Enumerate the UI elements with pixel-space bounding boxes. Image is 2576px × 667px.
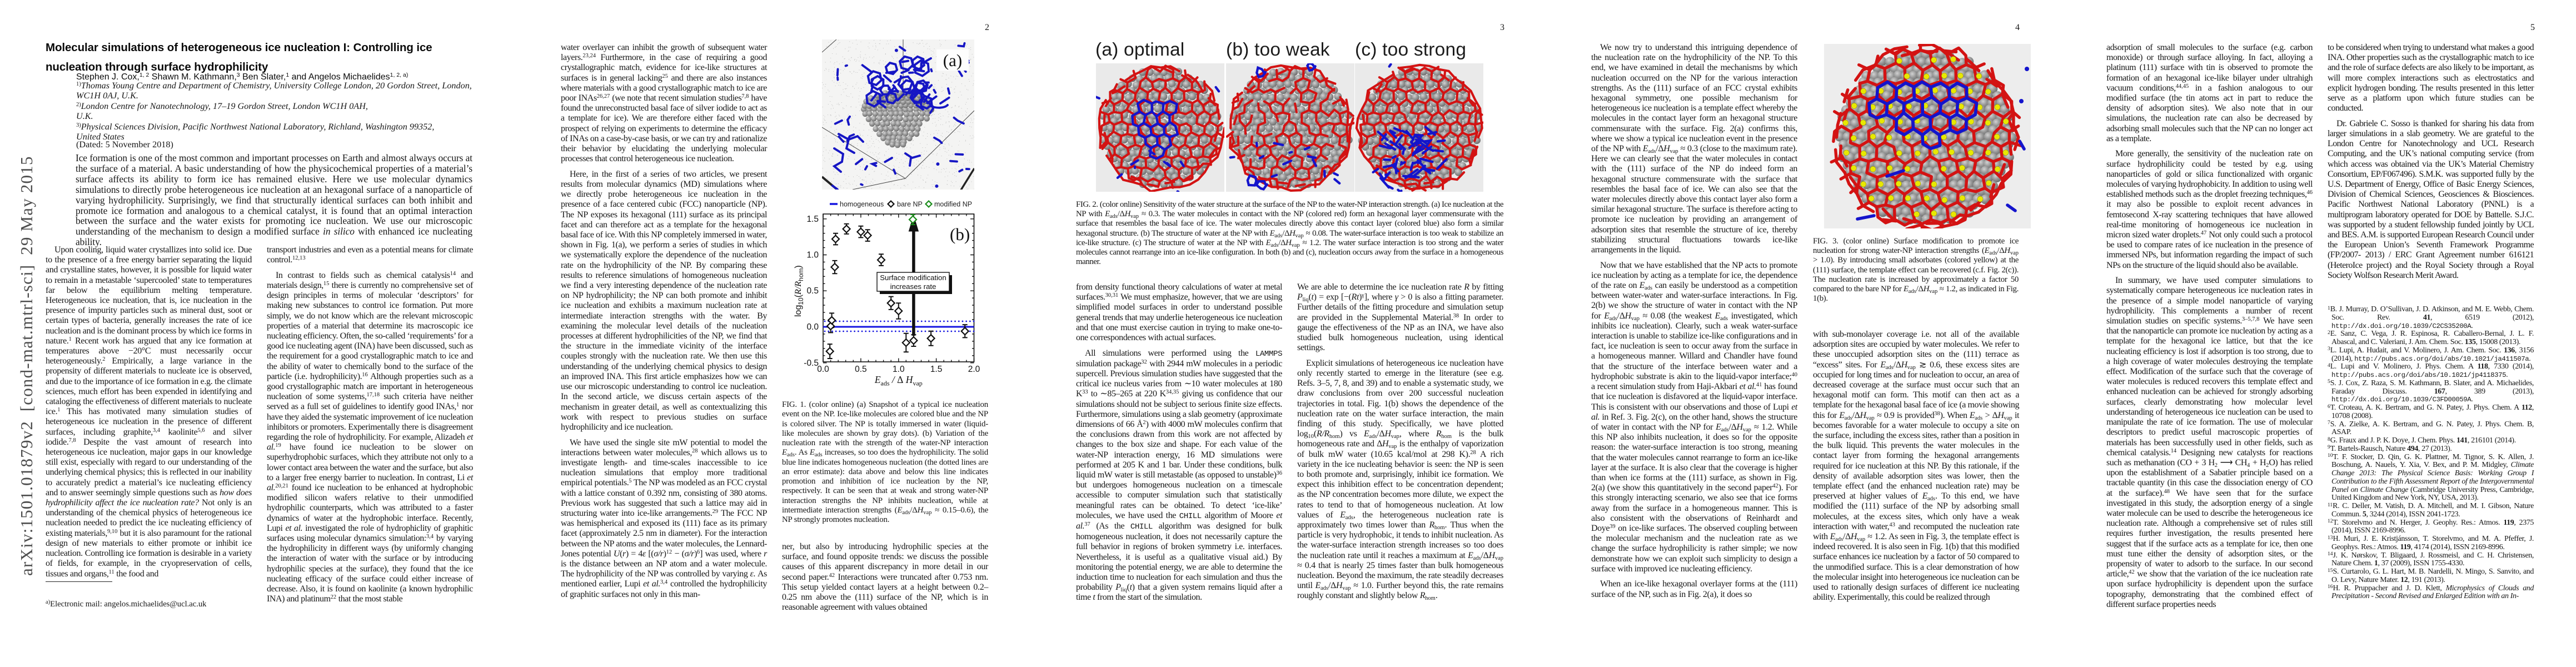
svg-text:(b): (b) <box>950 225 970 244</box>
svg-text:1.0: 1.0 <box>893 365 905 374</box>
svg-text:0.0: 0.0 <box>806 322 819 332</box>
svg-text:1.0: 1.0 <box>806 251 819 260</box>
svg-text:(a): (a) <box>943 51 962 70</box>
svg-text:bare NP: bare NP <box>897 201 923 208</box>
svg-text:log10(R/Rhom): log10(R/Rhom) <box>794 265 805 317</box>
svg-text:increases rate: increases rate <box>890 282 936 291</box>
svg-text:homogeneous: homogeneous <box>840 201 884 208</box>
svg-text:0.5: 0.5 <box>806 286 819 296</box>
svg-text:-0.5: -0.5 <box>804 359 819 368</box>
svg-text:0.5: 0.5 <box>855 365 867 374</box>
svg-text:0.0: 0.0 <box>817 365 829 374</box>
svg-text:1.5: 1.5 <box>806 215 819 224</box>
svg-text:Surface modification: Surface modification <box>880 273 946 282</box>
svg-text:modified NP: modified NP <box>934 201 972 208</box>
svg-text:2.0: 2.0 <box>968 365 980 374</box>
svg-text:1.5: 1.5 <box>930 365 943 374</box>
svg-text:Eads / Δ Hvap: Eads / Δ Hvap <box>874 374 923 387</box>
